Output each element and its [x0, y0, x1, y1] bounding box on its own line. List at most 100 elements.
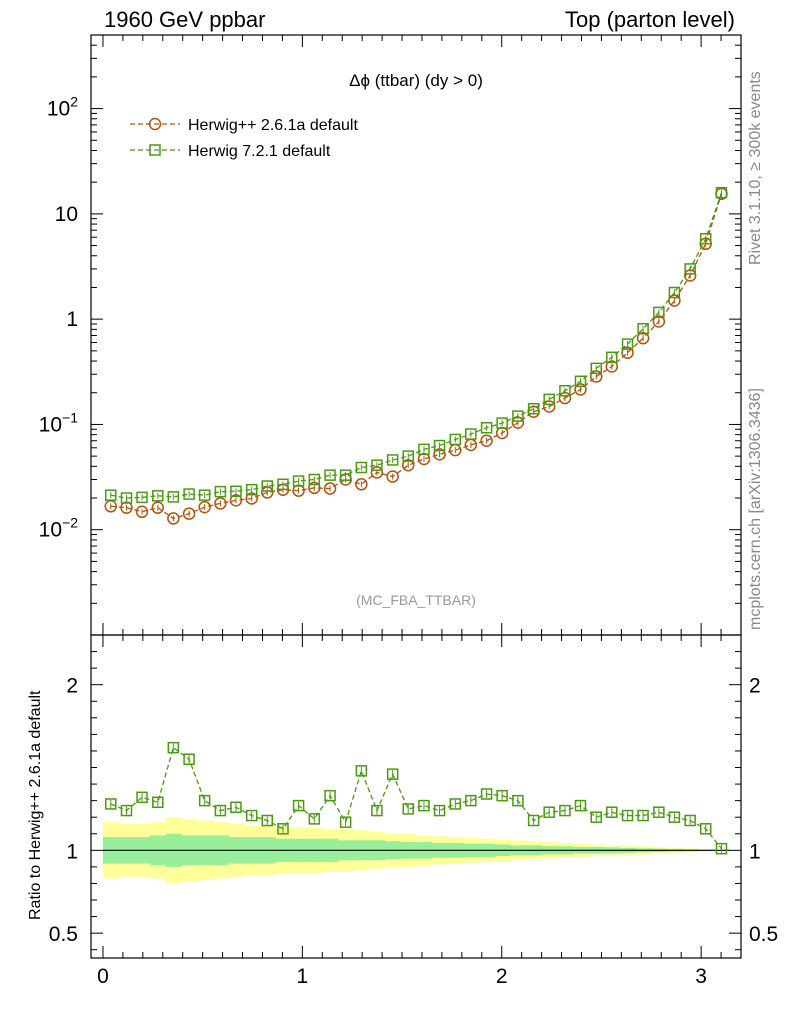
data-point-herwig7 [418, 443, 430, 456]
y-tick-label: 102 [47, 94, 78, 121]
data-point-herwig7 [371, 459, 383, 471]
ratio-point-herwig7 [214, 804, 227, 817]
ratio-point-herwig7 [230, 801, 242, 814]
y-tick-label: 10−2 [39, 515, 79, 542]
header-left: 1960 GeV ppbar [104, 7, 265, 32]
data-point-herwig7 [292, 475, 305, 487]
ratio-point-herwig7 [136, 791, 148, 804]
ratio-point-herwig7 [715, 842, 728, 855]
ratio-point-herwig7 [120, 804, 133, 817]
ratio-point-herwig7 [559, 804, 571, 817]
data-point-herwigpp [214, 497, 227, 510]
ratio-point-herwig7 [245, 809, 258, 822]
ratio-frame [90, 634, 742, 959]
data-point-herwig7 [559, 384, 571, 397]
data-point-herwigpp [292, 484, 305, 497]
data-point-herwig7 [527, 402, 540, 415]
ratio-point-herwig7 [496, 789, 508, 802]
ratio-tick-label-left: 1 [66, 840, 78, 863]
legend-label-herwigpp: Herwig++ 2.6.1a default [188, 117, 358, 134]
y-tick-label: 10 [55, 203, 78, 226]
data-point-herwig7 [496, 417, 508, 429]
data-point-herwig7 [324, 469, 336, 481]
data-point-herwig7 [606, 351, 618, 364]
ratio-point-herwig7 [668, 811, 681, 823]
ratio-point-herwig7 [684, 814, 696, 827]
data-point-herwigpp [120, 501, 133, 514]
data-point-herwigpp [182, 507, 196, 520]
ratio-point-herwig7 [167, 741, 180, 754]
ratio-point-herwig7 [277, 823, 289, 835]
data-point-herwigpp [417, 452, 431, 466]
ratio-tick-label-left: 0.5 [49, 923, 78, 946]
legend-entry-herwig7: Herwig 7.2.1 default [130, 143, 331, 160]
series-line-0 [110, 193, 723, 520]
ratio-tick-label-left: 2 [66, 675, 78, 698]
ratio-plot: 0.5 0.5 1 1 2 2 0 1 2 3 [49, 634, 778, 988]
ratio-point-herwig7 [308, 813, 321, 825]
legend-marker-herwigpp [148, 117, 162, 131]
ratio-point-herwig7 [590, 811, 602, 823]
legend-entry-herwigpp: Herwig++ 2.6.1a default [130, 117, 358, 134]
ratio-point-herwig7 [198, 794, 211, 807]
data-point-herwigpp [198, 500, 211, 514]
data-point-herwig7 [339, 469, 352, 481]
x-tick-label: 2 [496, 965, 508, 988]
mcplots-label: mcplots.cern.ch [arXiv:1306.3436] [747, 388, 764, 630]
ratio-ylabel: Ratio to Herwig++ 2.6.1a default [27, 690, 44, 920]
ratio-point-herwig7 [449, 798, 462, 810]
series-line-1 [110, 192, 723, 499]
header-right: Top (parton level) [565, 7, 735, 32]
ratio-point-herwig7 [637, 809, 649, 822]
data-point-herwigpp [652, 315, 666, 328]
data-point-herwig7 [183, 488, 195, 500]
data-point-herwigpp [167, 512, 180, 525]
ratio-point-herwig7 [152, 796, 164, 809]
data-point-herwig7 [574, 375, 587, 388]
data-point-herwig7 [637, 323, 649, 335]
ratio-point-herwig7 [104, 798, 117, 810]
data-point-herwigpp [621, 346, 634, 359]
y-tick-label: 1 [66, 308, 78, 331]
data-point-herwig7 [230, 485, 242, 497]
ratio-point-herwig7 [527, 814, 540, 827]
ratio-point-herwig7 [339, 816, 352, 828]
data-point-herwigpp [636, 331, 650, 345]
data-point-herwigpp [605, 360, 619, 373]
plot-title: Δϕ (ttbar) (dy > 0) [349, 71, 483, 90]
data-point-herwigpp [229, 494, 243, 507]
data-point-herwig7 [512, 410, 524, 422]
data-point-herwigpp [401, 458, 415, 472]
ratio-point-herwig7 [480, 788, 493, 800]
legend-marker-herwig7 [149, 144, 161, 156]
data-point-herwigpp [323, 482, 337, 495]
data-point-herwig7 [543, 393, 555, 406]
data-point-herwigpp [355, 478, 368, 491]
ratio-point-herwig7 [402, 803, 414, 815]
rivet-label: Rivet 3.1.10, ≥ 300k events [747, 71, 764, 265]
ratio-point-herwig7 [355, 765, 368, 777]
x-tick-label: 1 [297, 965, 309, 988]
ratio-point-herwig7 [418, 799, 430, 812]
legend: Herwig++ 2.6.1a default Herwig 7.2.1 def… [130, 117, 358, 160]
ratio-point-herwig7 [621, 809, 634, 822]
data-point-herwigpp [151, 501, 165, 514]
data-point-herwig7 [386, 454, 399, 466]
data-point-herwig7 [402, 450, 414, 462]
data-point-herwig7 [214, 485, 227, 498]
ratio-point-herwig7 [386, 768, 399, 780]
data-point-herwig7 [480, 422, 493, 434]
ratio-point-herwig7 [183, 753, 195, 765]
ratio-point-herwig7 [324, 789, 336, 802]
ratio-series-line-0 [110, 746, 722, 850]
ratio-point-herwig7 [292, 799, 305, 812]
data-point-herwig7 [590, 362, 602, 375]
ratio-point-herwig7 [653, 806, 665, 818]
data-point-herwigpp [386, 470, 399, 483]
data-point-herwigpp [135, 505, 149, 519]
ratio-point-herwig7 [574, 799, 587, 812]
data-point-herwig7 [198, 489, 211, 501]
ratio-point-herwig7 [543, 806, 555, 818]
main-plot: 10−2 10−1 1 10 102 [39, 34, 742, 636]
